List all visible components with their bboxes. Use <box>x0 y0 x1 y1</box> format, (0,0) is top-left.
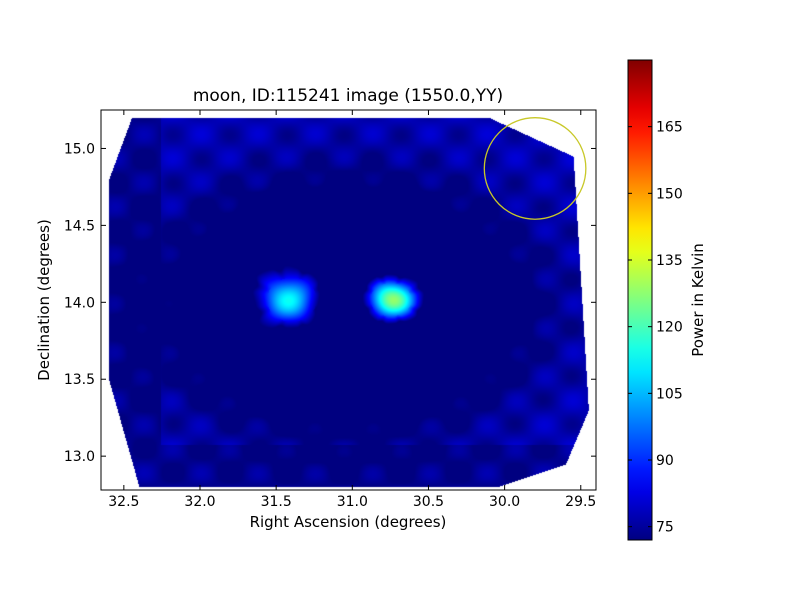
colorbar-tick-label: 165 <box>656 120 683 136</box>
y-tick-label: 14.0 <box>64 295 95 311</box>
colorbar: 75 90 105 120 135 150 165 Power in Kelvin <box>627 59 707 541</box>
x-axis-ticks: 32.5 32.0 31.5 31.0 30.5 30.0 29.5 <box>108 110 596 510</box>
colorbar-frame <box>627 59 653 541</box>
colorbar-tick-label: 120 <box>656 320 683 336</box>
heatmap-image <box>101 110 596 490</box>
plot-area <box>101 110 596 490</box>
colorbar-tick-label: 90 <box>656 453 674 469</box>
y-tick-label: 13.0 <box>64 449 95 465</box>
colorbar-tick-label: 150 <box>656 186 683 202</box>
x-tick-label: 29.5 <box>565 494 596 510</box>
y-tick-label: 15.0 <box>64 141 95 157</box>
y-axis-label: Declination (degrees) <box>35 219 53 381</box>
x-tick-label: 32.0 <box>184 494 215 510</box>
axes-frame <box>100 109 597 491</box>
colorbar-label: Power in Kelvin <box>689 243 707 357</box>
beam-circle <box>483 117 587 220</box>
x-tick-label: 30.5 <box>413 494 444 510</box>
y-axis-ticks: 13.0 13.5 14.0 14.5 15.0 <box>64 141 596 465</box>
x-tick-label: 32.5 <box>108 494 139 510</box>
colorbar-gradient <box>628 60 652 540</box>
colorbar-ticks: 75 90 105 120 135 150 165 <box>628 120 683 536</box>
chart-title: moon, ID:115241 image (1550.0,YY) <box>193 86 503 106</box>
x-tick-label: 31.5 <box>261 494 292 510</box>
x-tick-label: 30.0 <box>489 494 520 510</box>
colorbar-tick-label: 75 <box>656 520 674 536</box>
x-tick-label: 31.0 <box>337 494 368 510</box>
colorbar-tick-label: 105 <box>656 386 683 402</box>
x-axis-label: Right Ascension (degrees) <box>250 513 447 531</box>
colorbar-tick-label: 135 <box>656 253 683 269</box>
y-tick-label: 14.5 <box>64 218 95 234</box>
y-tick-label: 13.5 <box>64 372 95 388</box>
